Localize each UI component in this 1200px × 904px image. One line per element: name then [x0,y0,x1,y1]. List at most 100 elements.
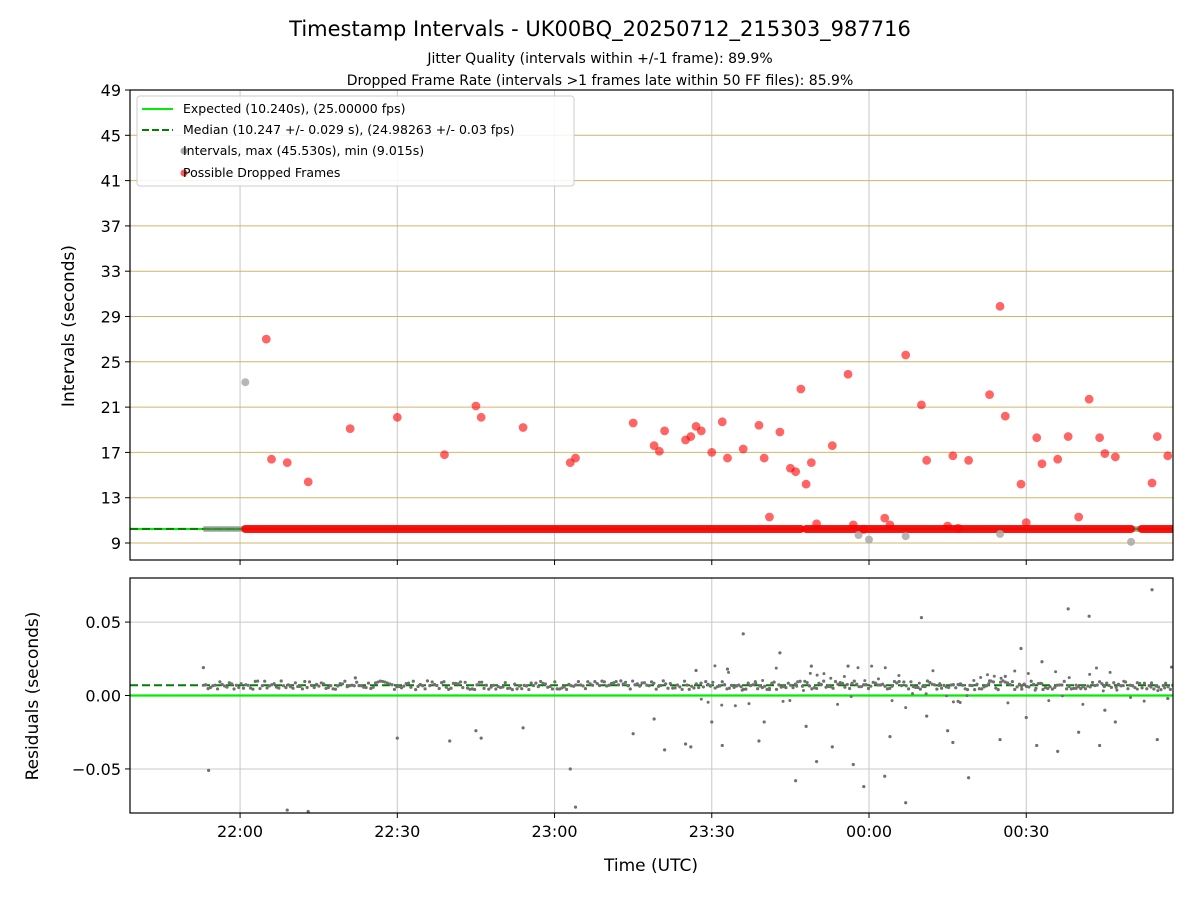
residual-point [333,687,338,691]
residual-point [1184,666,1187,669]
residual-point [1177,675,1180,678]
residual-point [1156,685,1161,689]
dropped-point [738,444,748,454]
residual-point [555,687,559,691]
residual-point [822,679,826,683]
residual-point [965,688,970,692]
dropped-point [707,448,717,457]
residual-point [517,684,522,688]
residual-point [678,685,682,689]
residual-point [951,700,955,704]
residual-point [809,664,813,668]
residual-point [1126,687,1130,691]
residual-point [218,680,222,684]
residual-point [623,680,628,684]
residual-point [494,687,498,691]
residual-point [430,680,434,684]
residual-point [1145,687,1149,691]
residual-point [397,684,401,689]
residual-point [480,680,484,684]
residuals-panel: −0.05 0.00 0.05 22:00 22:30 23:00 23:30 00:00 00… [72,577,1193,841]
residual-point [849,695,853,699]
dropped-point [1063,432,1073,441]
residual-point [829,676,833,680]
residual-point [675,683,680,687]
residual-point [564,687,569,691]
residual-point [881,682,885,686]
residual-point [664,682,668,686]
residual-point [1079,687,1083,691]
residual-point [506,686,510,691]
residual-point [230,682,234,686]
residual-point [1074,683,1078,687]
residual-point [296,684,300,689]
residual-point [291,686,295,690]
residual-point [987,679,992,683]
residual-point [406,681,411,685]
residual-point [1029,679,1033,683]
residual-point [947,685,951,690]
residual-point [1020,687,1024,691]
residual-point [1081,685,1085,689]
residual-point [732,685,736,690]
dropped-point [885,520,895,530]
dropped-point [759,453,769,463]
dropped-point [943,521,953,531]
residual-point [395,685,399,689]
residual-point [866,686,871,691]
residual-point [1149,685,1153,689]
residual-point [1047,699,1051,703]
dropped-point [649,441,659,451]
dropped-point [654,446,664,456]
residual-point [303,679,307,684]
dropped-point [303,477,313,487]
residual-point [1081,702,1085,706]
residual-point [647,684,651,688]
residual-point [1135,687,1139,691]
residual-point [418,682,422,687]
residual-point [864,683,868,687]
residual-point [713,686,717,690]
residual-point [968,683,972,687]
residual-point [740,688,744,692]
residual-point [1067,676,1071,680]
residual-point [531,684,536,688]
residual-point [671,686,675,690]
dropped-point [1095,433,1105,443]
residual-point [661,679,665,683]
residual-point [239,682,243,686]
residual-point [1060,683,1064,687]
residual-point [1003,674,1007,679]
residual-point [293,681,297,685]
intervals-plot-area [130,90,1173,560]
residual-point [378,679,382,683]
interval-point [854,531,863,540]
residual-point [890,699,894,703]
residual-point [395,736,399,740]
residual-point [1077,730,1081,734]
residual-point [888,735,892,739]
residual-point [1164,681,1168,685]
y-tick-label: 21 [101,398,121,417]
residual-point [706,682,710,686]
residual-point [626,684,630,688]
residual-point [1190,687,1193,690]
residual-point [572,684,576,688]
residual-point [306,809,310,813]
residual-point [1067,684,1071,689]
residual-point [1050,687,1055,691]
residual-point [804,724,808,728]
residual-point [697,685,701,690]
residual-point [863,679,867,683]
residual-point [602,680,606,684]
residual-point [536,685,540,689]
residual-point [576,680,580,684]
dropped-point [995,301,1005,311]
y-tick-label: 49 [101,81,121,100]
chart-title: Timestamp Intervals - UK00BQ_20250712_21… [288,17,911,42]
residual-point [814,686,819,691]
residual-point [437,686,441,691]
residual-point [568,767,572,771]
residual-point [1087,614,1091,618]
residual-point [794,779,798,783]
